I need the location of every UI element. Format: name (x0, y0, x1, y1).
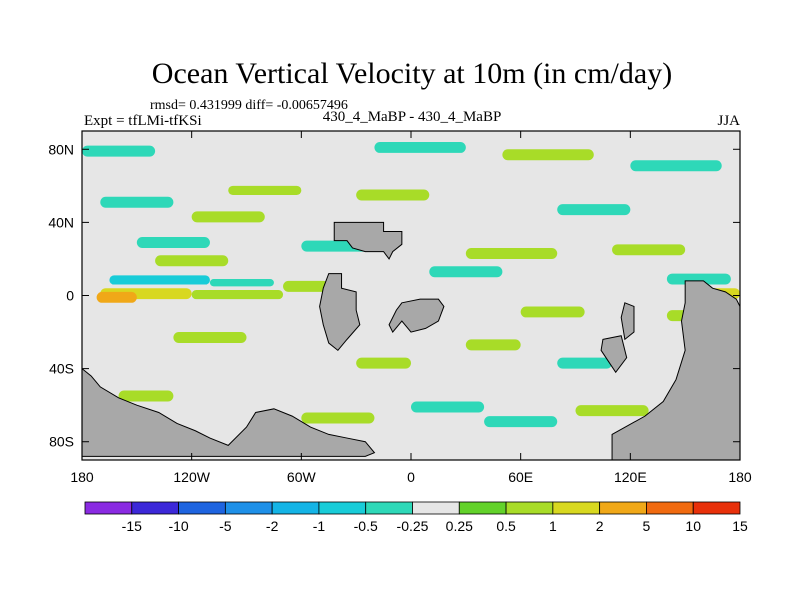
colorbar-label: 0.25 (446, 518, 473, 534)
field-patch (96, 291, 137, 303)
field-patch (630, 160, 722, 172)
plot-area (81, 130, 741, 461)
colorbar-label: 2 (596, 518, 604, 534)
colorbar-label: 1 (549, 518, 557, 534)
colorbar-swatch (646, 501, 694, 515)
colorbar-swatch (458, 501, 507, 515)
field-patch (191, 211, 265, 223)
land-south-west-continent (82, 367, 376, 457)
x-tick-label: 120W (173, 469, 210, 485)
land-south-peninsula (600, 335, 628, 374)
colorbar-label: 0.5 (496, 518, 516, 534)
season-label: JJA (717, 113, 740, 129)
field-patch (100, 196, 174, 208)
colorbar-label: 15 (732, 518, 748, 534)
field-patch (228, 185, 302, 195)
land-north-continent (333, 221, 403, 260)
x-tick-label: 120E (614, 469, 647, 485)
field-patch (301, 412, 375, 424)
colorbar-label: 5 (643, 518, 651, 534)
colorbar-label: -0.5 (354, 518, 378, 534)
field-patch (118, 390, 174, 402)
x-axis: 180 120W 60W 0 60E 120E 180 (70, 131, 752, 485)
land-eastern-continent (611, 280, 740, 460)
colorbar-swatch (318, 501, 367, 515)
colorbar-label: -5 (219, 518, 232, 534)
field-patch (575, 405, 649, 417)
colorbar-swatch (599, 501, 647, 515)
colorbar-swatch (692, 501, 741, 515)
field-patch (109, 275, 210, 285)
field-patch (429, 266, 503, 278)
field-patch (374, 141, 466, 153)
land-central-continent (388, 298, 445, 333)
field-patch (82, 145, 156, 157)
field-patch (520, 306, 585, 318)
field-patch (612, 244, 686, 256)
x-tick-label: 60W (287, 469, 317, 485)
y-tick-label: 80N (48, 141, 74, 157)
field-patch (283, 280, 329, 292)
y-tick-label: 40N (48, 214, 74, 230)
stats-line: rmsd= 0.431999 diff= -0.00657496 (150, 98, 348, 113)
field-patch (557, 357, 613, 369)
field-patch (356, 189, 430, 201)
colorbar-swatch (365, 501, 413, 515)
x-tick-label: 180 (728, 469, 752, 485)
field-patch (136, 237, 210, 248)
colorbar-label: -15 (122, 518, 142, 534)
experiment-label: Expt = tfLMi-tfKSi (84, 113, 202, 129)
colorbar-swatch (412, 501, 460, 515)
field-patch (484, 416, 558, 428)
field-patch (155, 255, 229, 267)
field-patch (173, 332, 247, 344)
colorbar-label: -1 (313, 518, 326, 534)
colorbar: -15 -10 -5 -2 -1 -0.5 -0.25 0.25 0.5 1 2 5 10 15 (84, 501, 748, 534)
land-western-continent (319, 273, 361, 352)
colorbar-label: -0.25 (397, 518, 429, 534)
y-tick-label: 40S (49, 361, 74, 377)
colorbar-label: -10 (168, 518, 188, 534)
colorbar-swatch (84, 501, 133, 515)
y-tick-label: 0 (66, 288, 74, 304)
field-patch (666, 273, 731, 285)
x-tick-label: 60E (508, 469, 533, 485)
x-tick-label: 180 (70, 469, 94, 485)
field-patch (356, 357, 411, 369)
field-patch (191, 290, 284, 300)
field-patch (502, 149, 594, 161)
y-axis: 80N 40N 0 40S 80S (48, 141, 740, 450)
field-patch (209, 279, 274, 287)
colorbar-swatch (505, 501, 554, 515)
land-isthmus (620, 302, 635, 341)
field-patch (465, 339, 521, 351)
y-tick-label: 80S (49, 434, 74, 450)
chart-title: Ocean Vertical Velocity at 10m (in cm/da… (152, 57, 672, 90)
field-patch (411, 401, 485, 413)
colorbar-label: -2 (266, 518, 279, 534)
colorbar-swatch (552, 501, 601, 515)
case-label: 430_4_MaBP - 430_4_MaBP (323, 109, 502, 125)
land-layer (82, 221, 740, 460)
colorbar-label: 10 (685, 518, 701, 534)
colorbar-swatch (224, 501, 273, 515)
field-patch (557, 204, 631, 216)
colorbar-swatch (271, 501, 320, 515)
field-patch (465, 247, 558, 259)
colorbar-swatch (131, 501, 179, 515)
colorbar-swatch (178, 501, 226, 515)
x-tick-label: 0 (407, 469, 415, 485)
